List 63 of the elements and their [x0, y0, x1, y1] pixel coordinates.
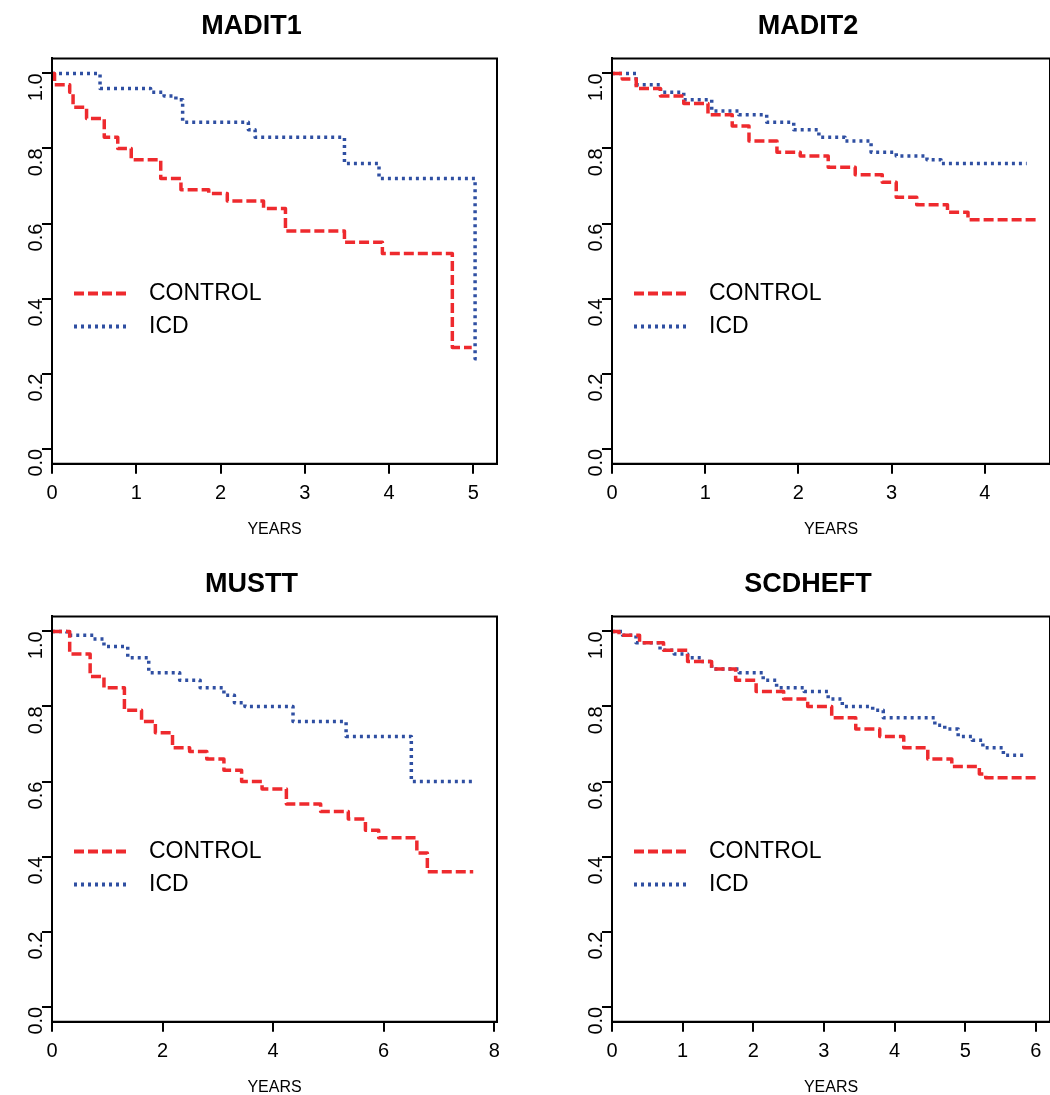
chart-title: SCDHEFT	[744, 567, 873, 598]
x-tick-label: 1	[677, 1039, 689, 1062]
x-tick-label: 8	[488, 1039, 500, 1062]
x-tick-label: 5	[959, 1039, 971, 1062]
y-tick-label: 1.0	[583, 631, 606, 660]
y-tick-label: 0.2	[23, 931, 46, 960]
chart-title: MUSTT	[205, 567, 299, 598]
y-tick-label: 1.0	[23, 631, 46, 660]
legend-label: CONTROL	[709, 278, 822, 305]
chart-title: MADIT1	[201, 9, 302, 40]
x-tick-label: 0	[46, 1039, 58, 1062]
x-tick-label: 3	[818, 1039, 830, 1062]
x-axis-title: YEARS	[803, 1077, 859, 1095]
x-tick-label: 2	[792, 481, 804, 504]
y-tick-label: 0.2	[583, 931, 606, 960]
legend-label: ICD	[149, 869, 189, 896]
x-tick-label: 3	[299, 481, 311, 504]
y-tick-label: 0.8	[583, 148, 606, 177]
legend-label: ICD	[709, 311, 749, 338]
x-tick-label: 5	[467, 481, 479, 504]
y-tick-label: 0.6	[23, 223, 46, 252]
y-tick-label: 0.4	[23, 856, 46, 885]
chart-title: MADIT2	[757, 9, 859, 40]
x-tick-label: 0	[606, 1039, 618, 1062]
y-tick-label: 0.0	[583, 448, 606, 477]
x-axis-title: YEARS	[803, 519, 859, 537]
y-tick-label: 0.6	[583, 223, 606, 252]
y-tick-label: 0.0	[23, 1006, 46, 1035]
x-tick-label: 3	[886, 481, 898, 504]
y-tick-label: 0.8	[23, 148, 46, 177]
x-axis-title: YEARS	[247, 519, 302, 537]
y-tick-label: 0.2	[583, 373, 606, 402]
x-tick-label: 4	[889, 1039, 901, 1062]
x-tick-label: 6	[1030, 1039, 1042, 1062]
y-tick-label: 0.6	[583, 781, 606, 810]
x-tick-label: 0	[46, 481, 58, 504]
y-tick-label: 0.2	[23, 373, 46, 402]
y-tick-label: 0.6	[23, 781, 46, 810]
y-tick-label: 1.0	[583, 73, 606, 102]
legend-label: ICD	[149, 311, 189, 338]
x-tick-label: 2	[157, 1039, 169, 1062]
x-tick-label: 4	[383, 481, 395, 504]
y-tick-label: 0.0	[23, 448, 46, 477]
y-tick-label: 0.4	[583, 856, 606, 885]
x-tick-label: 4	[267, 1039, 279, 1062]
y-tick-label: 0.4	[583, 298, 606, 327]
x-tick-label: 0	[606, 481, 618, 504]
x-tick-label: 2	[215, 481, 227, 504]
y-tick-label: 1.0	[23, 73, 46, 102]
y-tick-label: 0.8	[23, 706, 46, 735]
x-tick-label: 2	[747, 1039, 759, 1062]
x-tick-label: 4	[979, 481, 991, 504]
legend-label: CONTROL	[149, 278, 262, 305]
legend-label: CONTROL	[709, 836, 822, 863]
legend-label: CONTROL	[149, 836, 262, 863]
y-tick-label: 0.8	[583, 706, 606, 735]
x-tick-label: 1	[699, 481, 711, 504]
x-tick-label: 1	[130, 481, 142, 504]
x-tick-label: 6	[378, 1039, 390, 1062]
y-tick-label: 0.0	[583, 1006, 606, 1035]
y-tick-label: 0.4	[23, 298, 46, 327]
x-axis-title: YEARS	[247, 1077, 302, 1095]
legend-label: ICD	[709, 869, 749, 896]
